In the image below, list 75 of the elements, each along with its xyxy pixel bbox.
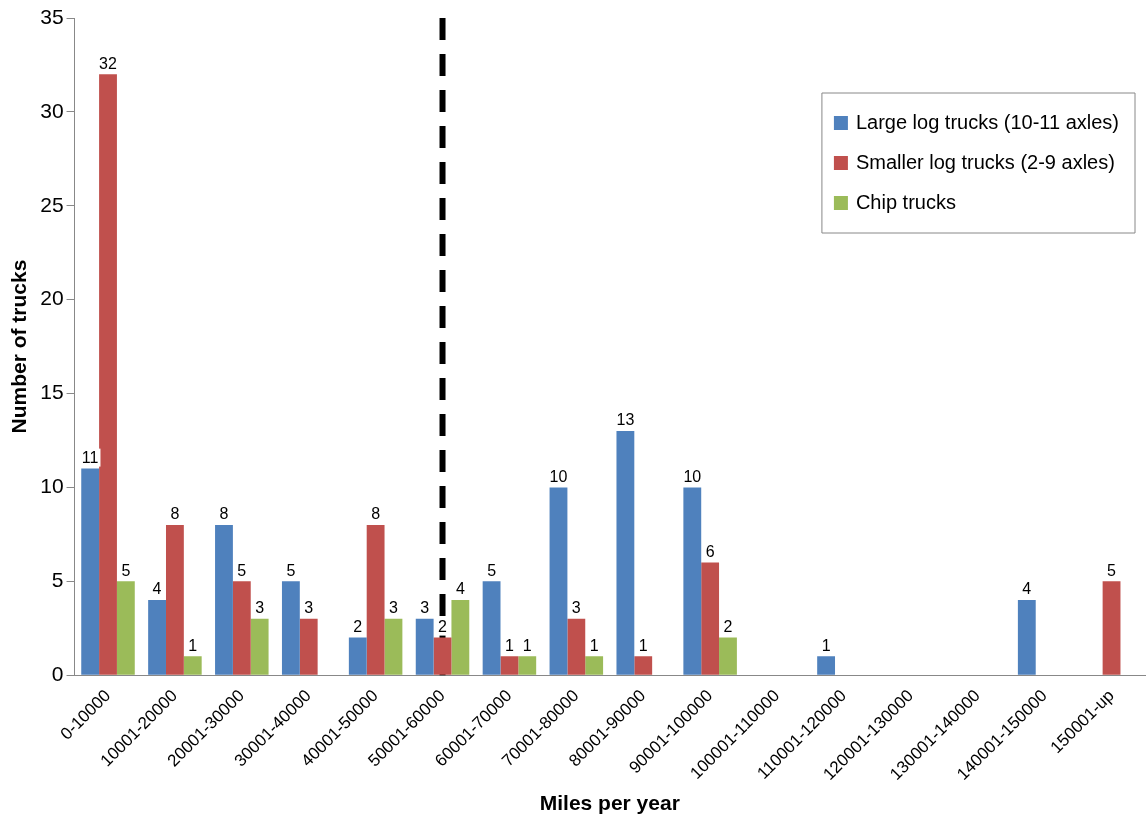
data-label: 11 bbox=[81, 449, 99, 467]
data-label: 8 bbox=[371, 505, 381, 523]
data-label: 1 bbox=[821, 636, 831, 654]
bar bbox=[183, 656, 202, 675]
data-label: 5 bbox=[1107, 561, 1117, 579]
data-label: 1 bbox=[504, 636, 514, 654]
bar bbox=[366, 524, 385, 675]
bar bbox=[433, 637, 452, 675]
data-label: 5 bbox=[286, 561, 296, 579]
data-label: 5 bbox=[487, 561, 497, 579]
bar bbox=[567, 618, 586, 675]
bar bbox=[451, 600, 470, 675]
bar bbox=[116, 581, 135, 675]
y-tick-label: 20 bbox=[40, 286, 64, 310]
bar bbox=[1102, 581, 1121, 675]
bar bbox=[1017, 600, 1036, 675]
bar bbox=[415, 618, 434, 675]
data-label: 10 bbox=[683, 467, 702, 485]
bar bbox=[817, 656, 836, 675]
bar bbox=[281, 581, 300, 675]
data-label: 3 bbox=[255, 599, 265, 617]
data-label: 4 bbox=[455, 580, 465, 598]
data-label: 2 bbox=[353, 618, 363, 635]
legend-label: Chip trucks bbox=[855, 190, 956, 213]
data-label: 10 bbox=[549, 467, 568, 485]
data-label: 3 bbox=[571, 599, 581, 617]
y-tick-label: 25 bbox=[40, 192, 64, 216]
bar bbox=[683, 487, 702, 675]
y-tick-label: 0 bbox=[51, 661, 64, 685]
bar bbox=[634, 656, 653, 675]
data-label: 8 bbox=[219, 505, 229, 523]
data-label: 3 bbox=[389, 599, 399, 617]
bar bbox=[299, 618, 318, 675]
bar bbox=[232, 581, 251, 675]
data-label: 1 bbox=[188, 636, 198, 654]
bar bbox=[719, 637, 737, 675]
y-tick-label: 35 bbox=[40, 4, 64, 28]
data-label: 8 bbox=[170, 505, 180, 523]
y-tick-label: 15 bbox=[40, 380, 64, 404]
y-tick-label: 30 bbox=[40, 98, 64, 122]
data-label: 13 bbox=[616, 411, 635, 429]
data-label: 5 bbox=[237, 561, 247, 579]
data-label: 3 bbox=[420, 599, 430, 617]
data-label: 1 bbox=[522, 636, 532, 654]
bar bbox=[148, 600, 166, 675]
legend-label: Large log trucks (10-11 axles) bbox=[855, 110, 1120, 133]
bar bbox=[585, 656, 604, 675]
bar bbox=[384, 618, 403, 675]
data-label: 3 bbox=[304, 599, 314, 617]
bar bbox=[165, 524, 184, 675]
bar bbox=[701, 562, 720, 675]
bar bbox=[215, 524, 233, 675]
bar bbox=[518, 656, 537, 675]
data-label: 4 bbox=[1022, 580, 1032, 598]
bar bbox=[348, 637, 367, 675]
bar bbox=[500, 656, 519, 675]
bar bbox=[616, 431, 635, 675]
y-tick-label: 10 bbox=[40, 474, 64, 498]
bar bbox=[81, 468, 100, 675]
bar bbox=[549, 487, 568, 675]
data-label: 5 bbox=[121, 561, 131, 579]
data-label: 1 bbox=[589, 636, 599, 654]
data-label: 4 bbox=[152, 580, 162, 598]
data-label: 6 bbox=[705, 542, 715, 560]
data-label: 1 bbox=[638, 636, 648, 654]
x-axis-title: Miles per year bbox=[539, 791, 680, 815]
data-label: 2 bbox=[723, 618, 733, 635]
y-axis-title: Number of trucks bbox=[7, 259, 31, 434]
data-label: 2 bbox=[438, 618, 448, 635]
legend-label: Smaller log trucks (2-9 axles) bbox=[855, 150, 1115, 173]
bar bbox=[482, 581, 501, 675]
y-tick-label: 5 bbox=[51, 568, 64, 592]
data-label: 32 bbox=[99, 54, 118, 72]
bar bbox=[99, 74, 117, 675]
bar bbox=[250, 618, 269, 675]
